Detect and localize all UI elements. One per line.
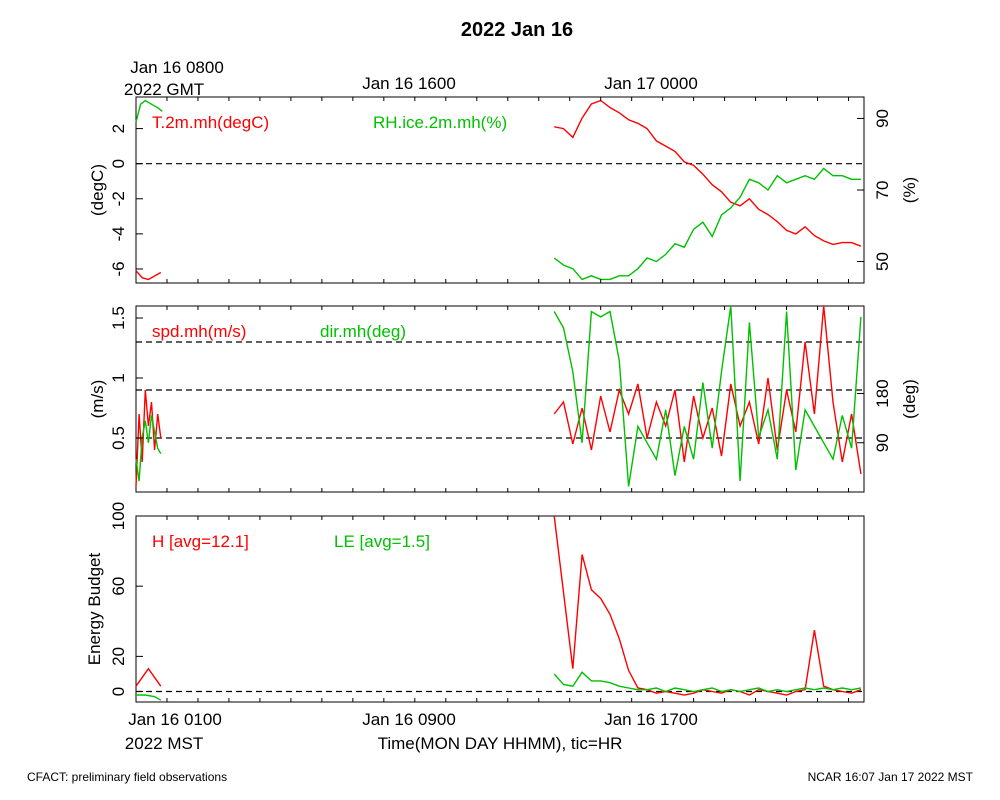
series-line bbox=[135, 415, 162, 482]
legend-rh-ice: RH.ice.2m.mh(%) bbox=[373, 113, 507, 132]
legend-sensible-heat: H [avg=12.1] bbox=[152, 532, 249, 551]
y2-tick-label: 180 bbox=[873, 379, 892, 407]
y2-tick-label: 70 bbox=[873, 181, 892, 200]
mst-tick-label-2: Jan 16 1700 bbox=[604, 710, 698, 729]
footer-left: CFACT: preliminary field observations bbox=[27, 770, 227, 784]
y2-tick-label: 50 bbox=[873, 252, 892, 271]
y-tick-label: 20 bbox=[109, 647, 128, 666]
series-line bbox=[135, 270, 162, 281]
panel-2-data-lines bbox=[135, 305, 864, 487]
legend-wind-speed: spd.mh(m/s) bbox=[152, 322, 246, 341]
y-tick-label: -2 bbox=[109, 191, 128, 206]
y-tick-label: 0.5 bbox=[109, 426, 128, 450]
footer-right: NCAR 16:07 Jan 17 2022 MST bbox=[808, 770, 974, 784]
series-line bbox=[553, 167, 861, 281]
panel-2-ylabel: (m/s) bbox=[88, 380, 107, 419]
gmt-tick-sub-0: 2022 GMT bbox=[124, 80, 204, 99]
mst-tick-label-1: Jan 16 0900 bbox=[362, 710, 456, 729]
series-line bbox=[136, 694, 162, 701]
series-line bbox=[135, 389, 162, 487]
panel-energy-budget: 0 20 60 100 Energy Budget H [avg=12.1] LE [… bbox=[85, 502, 865, 703]
y-tick-label: 1.5 bbox=[109, 306, 128, 330]
legend-wind-direction: dir.mh(deg) bbox=[320, 322, 406, 341]
gmt-tick-label-1: Jan 16 1600 bbox=[362, 74, 456, 93]
gmt-axis-labels: Jan 16 0800 2022 GMT Jan 16 1600 Jan 17 … bbox=[124, 58, 698, 99]
panel-2-axes: 0.5 1 1.5 90 180 bbox=[109, 306, 892, 492]
series-line bbox=[554, 99, 862, 247]
gmt-tick-label-0: Jan 16 0800 bbox=[130, 58, 224, 77]
panel-1-data-lines bbox=[135, 99, 864, 281]
panel-2-y2label: (deg) bbox=[900, 379, 919, 419]
mst-tick-sub-0: 2022 MST bbox=[125, 734, 203, 753]
mst-axis-labels: Jan 16 0100 2022 MST Jan 16 0900 Jan 16 … bbox=[125, 710, 698, 753]
series-line bbox=[553, 305, 862, 487]
panel-2-frame bbox=[135, 305, 865, 493]
y-tick-label: 1 bbox=[109, 373, 128, 382]
figure-title: 2022 Jan 16 bbox=[461, 19, 573, 41]
panel-3-ylabel: Energy Budget bbox=[85, 552, 104, 665]
series-line bbox=[135, 667, 162, 687]
y2-tick-label: 90 bbox=[873, 433, 892, 452]
gmt-tick-label-2: Jan 17 0000 bbox=[604, 74, 698, 93]
y-tick-label: 100 bbox=[109, 502, 128, 530]
x-axis-label: Time(MON DAY HHMM), tic=HR bbox=[378, 734, 623, 753]
y-tick-label: 60 bbox=[109, 577, 128, 596]
series-line bbox=[135, 99, 163, 123]
y2-tick-label: 90 bbox=[873, 109, 892, 128]
y-tick-label: -6 bbox=[109, 261, 128, 276]
series-line bbox=[553, 671, 862, 693]
panel-3-frame bbox=[135, 515, 865, 703]
legend-temperature: T.2m.mh(degC) bbox=[152, 113, 269, 132]
mst-tick-label-0: Jan 16 0100 bbox=[128, 710, 222, 729]
panel-1-axes: -6 -4 -2 0 2 50 70 90 bbox=[109, 97, 892, 283]
legend-latent-heat: LE [avg=1.5] bbox=[334, 532, 430, 551]
y-tick-label: -4 bbox=[109, 226, 128, 241]
panel-1-y2label: (%) bbox=[900, 177, 919, 203]
series-line bbox=[553, 305, 862, 475]
y-tick-label: 2 bbox=[109, 124, 128, 133]
y-tick-label: 0 bbox=[109, 159, 128, 168]
panel-3-data-lines bbox=[135, 515, 864, 701]
panel-3-axes: 0 20 60 100 bbox=[109, 502, 850, 702]
series-line bbox=[553, 515, 862, 696]
panel-1-ylabel: (degC) bbox=[88, 164, 107, 216]
panel-wind: 0.5 1 1.5 90 180 (m/s) (deg) spd.mh(m/s) dir… bbox=[88, 305, 919, 493]
y-tick-label: 0 bbox=[109, 687, 128, 696]
